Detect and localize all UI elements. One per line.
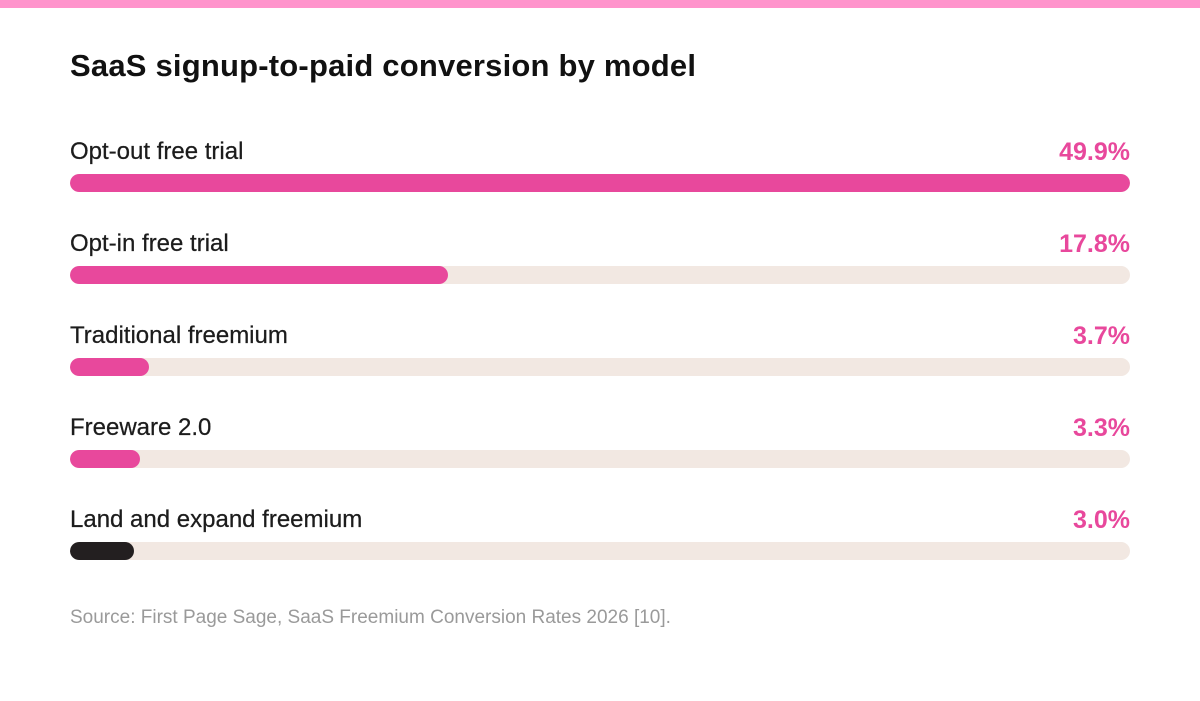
source-note: Source: First Page Sage, SaaS Freemium C… (70, 607, 671, 628)
bar-label: Freeware 2.0 (70, 414, 212, 441)
bar-value-label: 17.8% (1059, 230, 1130, 258)
bar-fill (70, 450, 140, 468)
bar-track (70, 542, 1130, 560)
bar-fill (70, 542, 134, 560)
bar-label: Opt-out free trial (70, 138, 244, 165)
bar-fill (70, 174, 1130, 192)
bar-row: Opt-out free trial 49.9% (70, 138, 1130, 198)
bar-label: Land and expand freemium (70, 506, 363, 533)
bar-row: Opt-in free trial 17.8% (70, 230, 1130, 290)
bar-value-label: 49.9% (1059, 138, 1130, 166)
bar-row: Freeware 2.0 3.3% (70, 414, 1130, 474)
bar-value-label: 3.3% (1073, 414, 1130, 442)
bar-row: Traditional freemium 3.7% (70, 322, 1130, 382)
bar-value-label: 3.0% (1073, 506, 1130, 534)
bar-label: Opt-in free trial (70, 230, 229, 257)
chart-title: SaaS signup-to-paid conversion by model (70, 48, 697, 83)
bar-row: Land and expand freemium 3.0% (70, 506, 1130, 566)
bar-chart: Opt-out free trial 49.9% Opt-in free trial… (70, 0, 1130, 701)
bar-track (70, 450, 1130, 468)
bar-track (70, 174, 1130, 192)
bar-fill (70, 266, 448, 284)
bar-label: Traditional freemium (70, 322, 288, 349)
bar-value-label: 3.7% (1073, 322, 1130, 350)
top-accent-strip (0, 0, 1200, 8)
bar-track (70, 266, 1130, 284)
bar-fill (70, 358, 149, 376)
bar-track (70, 358, 1130, 376)
